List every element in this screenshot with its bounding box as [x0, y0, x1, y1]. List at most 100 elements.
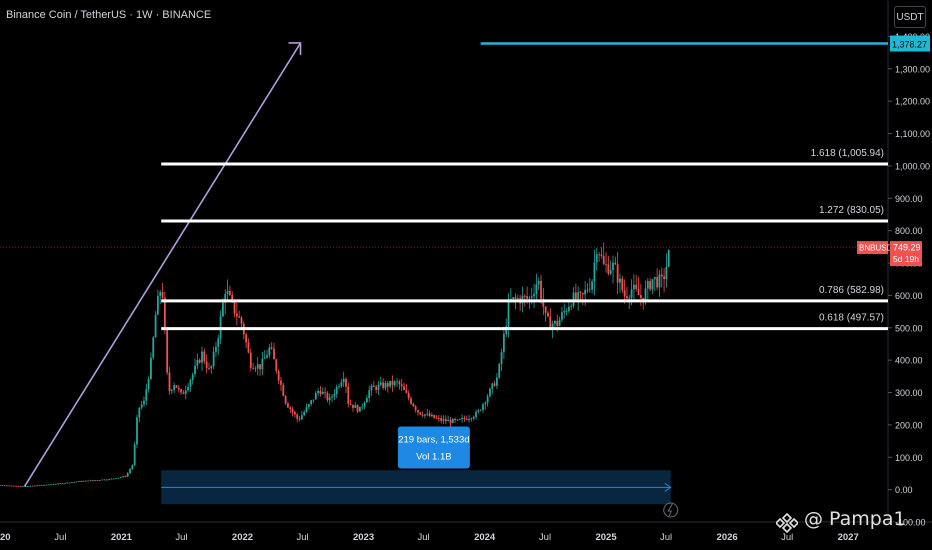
candle-body [59, 483, 62, 485]
candle-body [203, 351, 206, 362]
candle-body [71, 482, 73, 483]
candle-body [196, 359, 199, 366]
candle-body [85, 480, 87, 482]
symbol-badge [857, 241, 888, 255]
fib-level-label: 1.618 (1,005.94) [811, 148, 884, 159]
candle-body [605, 264, 607, 265]
candle-body [514, 297, 517, 299]
candle-body [600, 254, 603, 256]
candle-body [129, 469, 131, 474]
candle-body [540, 280, 542, 299]
candle-body [101, 479, 104, 481]
candle-body [6, 485, 8, 487]
candle-body [486, 396, 489, 403]
candle-body [17, 486, 20, 487]
candle-body [660, 274, 663, 277]
candle-body [349, 404, 352, 405]
candle-body [658, 274, 661, 288]
fib-level-label: 0.786 (582.98) [819, 285, 884, 296]
x-tick-label: 2020 [0, 532, 11, 543]
candle-body [47, 484, 50, 486]
y-tick-label: 300.00 [895, 388, 923, 398]
candle-body [391, 380, 394, 386]
candle-body [314, 393, 317, 400]
candle-body [444, 419, 447, 422]
target-price-label: 1,378.27 [892, 40, 927, 50]
candle-body [612, 262, 614, 271]
candle-body [321, 391, 324, 395]
candle-body [352, 404, 354, 408]
candle-body [491, 383, 494, 389]
candle-body [75, 481, 78, 483]
candle-body [13, 485, 15, 487]
y-tick-label: 900.00 [895, 194, 923, 204]
candle-body [507, 300, 510, 327]
candle-body [268, 347, 271, 356]
last-price-label: 749.29 [893, 243, 921, 253]
candle-body [235, 313, 238, 317]
candle-body [0, 485, 1, 486]
candle-body [633, 284, 635, 290]
candle-body [556, 321, 559, 326]
x-tick-label: Jul [296, 532, 308, 543]
candle-body [298, 418, 301, 420]
candle-body [549, 316, 552, 329]
candle-body [574, 292, 577, 299]
candle-body [412, 403, 415, 407]
candle-body [256, 364, 259, 369]
candle-body [472, 417, 475, 419]
candle-body [180, 389, 183, 393]
candle-body [326, 392, 329, 401]
candle-body [386, 382, 389, 387]
candle-body [331, 396, 333, 398]
candle-body [651, 279, 654, 290]
candle-body [254, 368, 257, 370]
x-tick-label: 2021 [111, 532, 133, 543]
candle-body [61, 483, 64, 485]
candle-body [98, 480, 101, 481]
symbol-badge-label: BNBUSDT [859, 244, 897, 253]
candle-body [447, 419, 450, 422]
trend-arrow-head [288, 42, 302, 55]
candle-body [210, 366, 213, 369]
candle-body [430, 414, 433, 417]
candle-body [442, 419, 445, 421]
candle-body [177, 387, 180, 390]
measure-bars-label: 219 bars, 1,533d [398, 435, 469, 446]
candle-body [284, 395, 287, 404]
candle-body [184, 390, 187, 394]
candle-body [305, 407, 308, 412]
candle-body [498, 363, 501, 378]
candle-body [29, 485, 32, 487]
candle-body [530, 296, 533, 298]
candle-body [584, 289, 587, 295]
measure-vol-label: Vol 1.1B [416, 452, 451, 463]
candle-body [502, 334, 505, 353]
candle-body [656, 277, 659, 288]
candle-body [64, 483, 66, 484]
candle-body [565, 311, 568, 312]
candle-body [228, 290, 231, 295]
candle-body [335, 386, 338, 394]
y-tick-label: 400.00 [895, 356, 923, 366]
candle-body [533, 293, 535, 297]
chart-title: Binance Coin / TetherUS · 1W · BINANCE [6, 9, 212, 21]
candle-body [36, 485, 39, 487]
candle-body [82, 480, 85, 482]
candle-body [287, 403, 289, 408]
candle-body [465, 418, 468, 420]
candle-body [407, 392, 410, 399]
y-tick-label: -100.00 [895, 518, 926, 528]
y-tick-label: 1,000.00 [895, 161, 930, 171]
candle-body [609, 270, 612, 274]
candle-body [131, 465, 134, 470]
candle-body [3, 485, 6, 487]
candle-body [475, 411, 477, 418]
candle-body [80, 481, 83, 482]
x-tick-label: Jul [539, 532, 551, 543]
candle-body [40, 485, 43, 486]
candle-body [133, 444, 136, 466]
currency-button[interactable]: USDT [894, 6, 926, 28]
candle-body [224, 293, 227, 303]
